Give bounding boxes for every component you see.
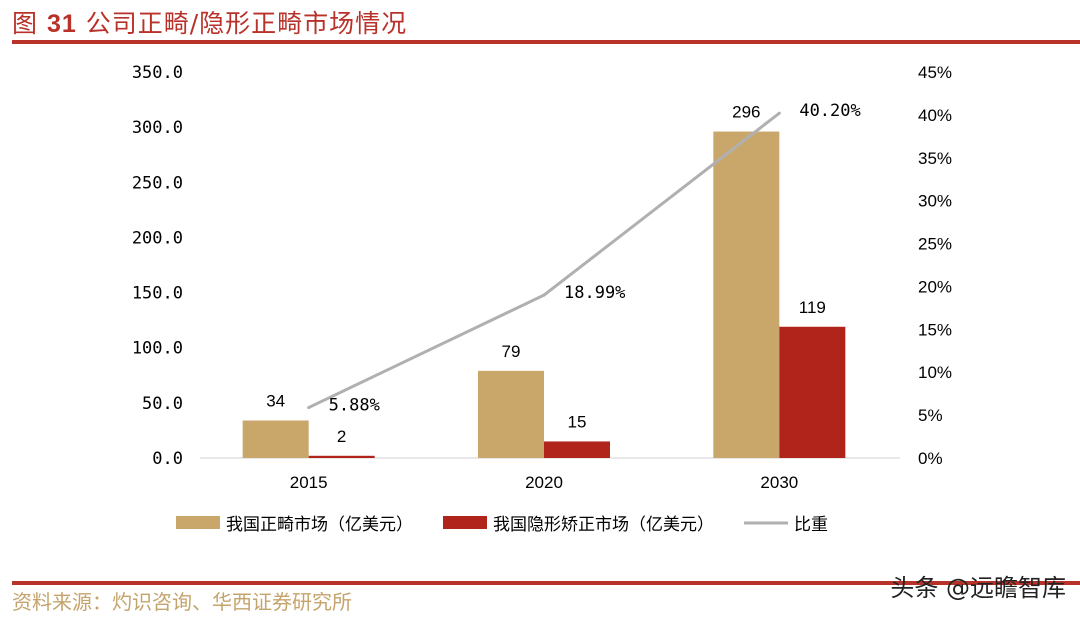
right-tick-label: 25% bbox=[918, 235, 952, 254]
bar-data-label: 79 bbox=[502, 342, 521, 361]
watermark: 头条 @远瞻智库 bbox=[890, 574, 1066, 602]
bar-orthodontic-market bbox=[713, 131, 780, 458]
x-tick-label: 2020 bbox=[525, 473, 563, 492]
figure-title: 图 31 公司正畸/隐形正畸市场情况 bbox=[12, 4, 407, 40]
share-line bbox=[308, 111, 781, 409]
footer-rule bbox=[12, 581, 1080, 585]
left-tick-label: 0.0 bbox=[152, 449, 183, 469]
x-tick-label: 2015 bbox=[290, 473, 328, 492]
legend-label: 我国隐形矫正市场（亿美元） bbox=[493, 515, 714, 535]
right-tick-label: 15% bbox=[918, 320, 952, 339]
right-tick-label: 10% bbox=[918, 363, 952, 382]
legend-label: 我国正畸市场（亿美元） bbox=[226, 515, 413, 535]
bar-data-label: 15 bbox=[568, 412, 587, 431]
share-point bbox=[307, 406, 311, 410]
title-prefix: 图 bbox=[12, 9, 39, 38]
left-tick-label: 250.0 bbox=[132, 173, 183, 193]
right-tick-label: 35% bbox=[918, 149, 952, 168]
right-tick-label: 40% bbox=[918, 106, 952, 125]
left-tick-label: 100.0 bbox=[132, 339, 183, 359]
left-tick-label: 150.0 bbox=[132, 284, 183, 304]
left-tick-label: 300.0 bbox=[132, 118, 183, 138]
bar-invisible-market bbox=[544, 441, 610, 458]
bar-data-label: 119 bbox=[799, 298, 826, 317]
right-tick-label: 5% bbox=[918, 406, 943, 425]
share-point bbox=[777, 111, 781, 115]
share-point bbox=[542, 293, 546, 297]
bar-invisible-market bbox=[308, 455, 375, 458]
right-tick-label: 0% bbox=[918, 449, 943, 468]
bar-orthodontic-market bbox=[242, 420, 309, 458]
line-data-label: 5.88% bbox=[329, 396, 380, 416]
title-number: 31 bbox=[46, 10, 77, 38]
title-text: 公司正畸/隐形正畸市场情况 bbox=[85, 9, 408, 38]
left-tick-label: 200.0 bbox=[132, 228, 183, 248]
bar-data-label: 296 bbox=[732, 103, 760, 122]
legend-swatch bbox=[443, 516, 487, 529]
bar-invisible-market bbox=[779, 326, 846, 458]
source-note: 资料来源：灼识咨询、华西证券研究所 bbox=[12, 590, 352, 614]
bar-data-label: 2 bbox=[337, 427, 346, 446]
legend-swatch bbox=[176, 516, 220, 529]
right-tick-label: 30% bbox=[918, 192, 952, 211]
left-tick-label: 350.0 bbox=[132, 63, 183, 83]
legend-label: 比重 bbox=[794, 515, 828, 535]
line-data-label: 18.99% bbox=[564, 283, 625, 303]
x-tick-label: 2030 bbox=[760, 473, 798, 492]
bar-orthodontic-market bbox=[478, 370, 544, 458]
right-tick-label: 45% bbox=[918, 63, 952, 82]
left-tick-label: 50.0 bbox=[142, 394, 183, 414]
title-rule bbox=[12, 40, 1080, 44]
bar-data-label: 34 bbox=[266, 392, 285, 411]
right-tick-label: 20% bbox=[918, 277, 952, 296]
line-data-label: 40.20% bbox=[799, 101, 860, 121]
